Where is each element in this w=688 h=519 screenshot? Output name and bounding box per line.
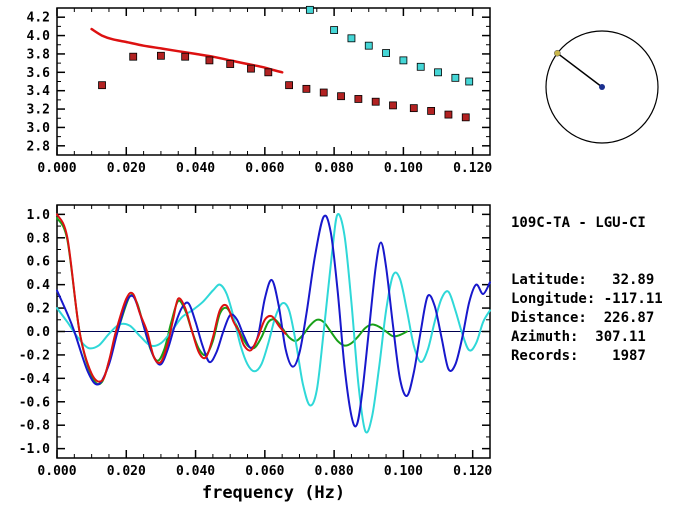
svg-text:0.100: 0.100 (384, 464, 423, 479)
svg-text:0.6: 0.6 (27, 255, 51, 270)
station-info-lines: Latitude: 32.89 Longitude: -117.11 Distanc… (511, 271, 688, 366)
station-info-line: Longitude: -117.11 (511, 291, 663, 307)
svg-text:0.080: 0.080 (315, 161, 354, 176)
svg-text:0.080: 0.080 (315, 464, 354, 479)
svg-text:0.020: 0.020 (107, 161, 146, 176)
svg-text:0.040: 0.040 (176, 161, 215, 176)
svg-text:0.120: 0.120 (453, 464, 492, 479)
svg-text:0.000: 0.000 (37, 161, 76, 176)
svg-text:3.4: 3.4 (27, 84, 51, 99)
svg-text:-0.8: -0.8 (19, 419, 50, 434)
dispersion-chart: 0.000 0.020 0.040 0.060 0.080 0.100 0.120 2.8 3.… (27, 5, 492, 176)
svg-text:-0.2: -0.2 (19, 348, 50, 363)
waveform-chart: 0.000 0.020 0.040 0.060 0.080 0.100 0.120 -1.0 -… (19, 204, 492, 503)
svg-text:3.2: 3.2 (27, 103, 50, 118)
svg-text:4.0: 4.0 (27, 29, 51, 44)
svg-text:0.000: 0.000 (37, 464, 76, 479)
svg-text:0.2: 0.2 (27, 302, 50, 317)
station-info-line: Records: 1987 (511, 348, 646, 364)
svg-text:1.0: 1.0 (27, 208, 51, 223)
svg-text:3.6: 3.6 (27, 66, 51, 81)
svg-text:0.4: 0.4 (27, 278, 51, 293)
svg-text:0.040: 0.040 (176, 464, 215, 479)
svg-text:0.100: 0.100 (384, 161, 423, 176)
svg-text:-0.6: -0.6 (19, 395, 50, 410)
station-info-line: Azimuth: 307.11 (511, 329, 646, 345)
svg-text:3.8: 3.8 (27, 47, 51, 62)
svg-text:2.8: 2.8 (27, 139, 51, 154)
station-pair-title: 109C-TA - LGU-CI (511, 215, 646, 231)
svg-text:0.0: 0.0 (27, 325, 51, 340)
station-info-line: Latitude: 32.89 (511, 272, 655, 288)
station-info-line: Distance: 226.87 (511, 310, 655, 326)
svg-text:0.020: 0.020 (107, 464, 146, 479)
svg-text:3.0: 3.0 (27, 121, 51, 136)
svg-text:-0.4: -0.4 (19, 372, 50, 387)
azimuth-circle-panel (545, 30, 659, 144)
svg-text:0.060: 0.060 (245, 161, 284, 176)
station-info-panel: 109C-TA - LGU-CI Latitude: 32.89 Longitud… (511, 176, 688, 404)
svg-text:0.060: 0.060 (245, 464, 284, 479)
svg-text:4.2: 4.2 (27, 11, 50, 26)
svg-text:0.120: 0.120 (453, 161, 492, 176)
svg-text:-1.0: -1.0 (19, 442, 50, 457)
svg-text:0.8: 0.8 (27, 231, 51, 246)
svg-text:frequency (Hz): frequency (Hz) (202, 483, 345, 503)
